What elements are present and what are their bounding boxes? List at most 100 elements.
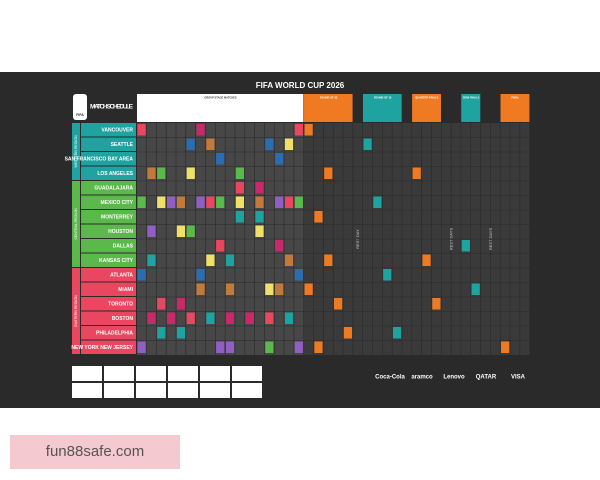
city-name: LOS ANGELES (97, 171, 133, 177)
stage-label: SEMI-FINALS (463, 96, 480, 100)
match-cell (334, 298, 343, 310)
match-cell (294, 196, 303, 208)
stage-header (137, 94, 304, 122)
match-cell (216, 240, 225, 252)
city-name: KANSAS CITY (99, 258, 134, 264)
city-name: VANCOUVER (101, 128, 133, 134)
match-cell (157, 327, 166, 339)
city-cell (81, 239, 136, 253)
match-cell (176, 298, 186, 310)
match-cell (432, 298, 441, 310)
watermark: fun88safe.com (46, 443, 144, 460)
city-cell (81, 268, 136, 282)
match-cell (166, 312, 176, 324)
match-cell (275, 153, 284, 165)
group-box (136, 383, 166, 398)
city-name: SEATTLE (111, 142, 134, 148)
match-cell (265, 341, 274, 353)
match-cell (235, 211, 244, 223)
region-strip (72, 181, 80, 267)
match-cell (225, 312, 235, 324)
match-cell (235, 182, 244, 194)
match-cell (147, 254, 156, 266)
match-cell (186, 167, 195, 179)
match-cell (275, 283, 284, 295)
match-cell (216, 341, 225, 353)
group-box (72, 383, 102, 398)
match-cell (137, 269, 146, 281)
match-cell (284, 312, 294, 324)
match-cell (157, 196, 166, 208)
sponsor: aramco (411, 375, 433, 381)
match-cell (255, 196, 264, 208)
group-box (136, 366, 166, 381)
sponsor: VISA (511, 375, 526, 381)
match-cell (501, 341, 510, 353)
match-cell (157, 298, 166, 310)
match-cell (147, 167, 156, 179)
match-cell (373, 196, 382, 208)
city-cell (81, 152, 136, 166)
stage-label: FINAL (511, 96, 519, 100)
city-name: PHILADELPHIA (96, 331, 133, 337)
match-cell (225, 341, 235, 353)
title: FIFA WORLD CUP 2026 (256, 81, 345, 90)
city-cell (81, 210, 136, 224)
match-cell (392, 327, 402, 339)
group-box (232, 366, 262, 381)
match-cell (235, 196, 244, 208)
logo-sub: FIFA (76, 113, 84, 117)
city-cell (81, 340, 136, 354)
match-cell (137, 341, 146, 353)
match-cell (176, 225, 186, 237)
match-cell (314, 341, 323, 353)
sponsor: Lenovo (443, 375, 465, 381)
city-cell (81, 311, 136, 325)
match-cell (324, 254, 333, 266)
match-cell (265, 312, 274, 324)
match-cell (324, 167, 333, 179)
match-cell (225, 254, 235, 266)
match-cell (206, 312, 215, 324)
match-cell (383, 269, 392, 281)
stage-header (362, 94, 402, 122)
region-label: EASTERN REGION (74, 295, 78, 327)
match-cell (137, 124, 146, 136)
city-name: MONTERREY (101, 215, 134, 221)
city-name: MIAMI (118, 287, 133, 293)
match-cell (186, 312, 195, 324)
match-cell (265, 138, 274, 150)
match-cell (186, 138, 195, 150)
match-cell (137, 196, 146, 208)
match-cell (294, 269, 303, 281)
match-cell (275, 196, 284, 208)
group-box (200, 366, 230, 381)
stage-header (461, 94, 481, 122)
stage-label: QUARTER-FINALS (415, 96, 438, 100)
city-cell (81, 282, 136, 296)
match-cell (265, 283, 274, 295)
stage-header (412, 94, 441, 122)
city-cell (81, 253, 136, 267)
match-cell (196, 269, 205, 281)
group-box (168, 366, 198, 381)
trophy (73, 94, 87, 120)
sponsor: QATAR (476, 375, 497, 381)
match-cell (461, 240, 470, 252)
city-cell (81, 166, 136, 180)
region-strip (72, 268, 80, 354)
group-box (72, 366, 102, 381)
match-cell (176, 327, 186, 339)
match-cell (235, 167, 244, 179)
city-cell (81, 181, 136, 195)
match-cell (147, 225, 156, 237)
match-cell (304, 124, 313, 136)
match-cell (245, 312, 254, 324)
match-cell (196, 283, 205, 295)
city-name: HOUSTON (108, 229, 133, 235)
sponsor: Coca-Cola (375, 375, 405, 381)
stage-label: GROUP STAGE MATCHES (204, 96, 237, 100)
region-label: CENTRAL REGION (74, 208, 78, 239)
